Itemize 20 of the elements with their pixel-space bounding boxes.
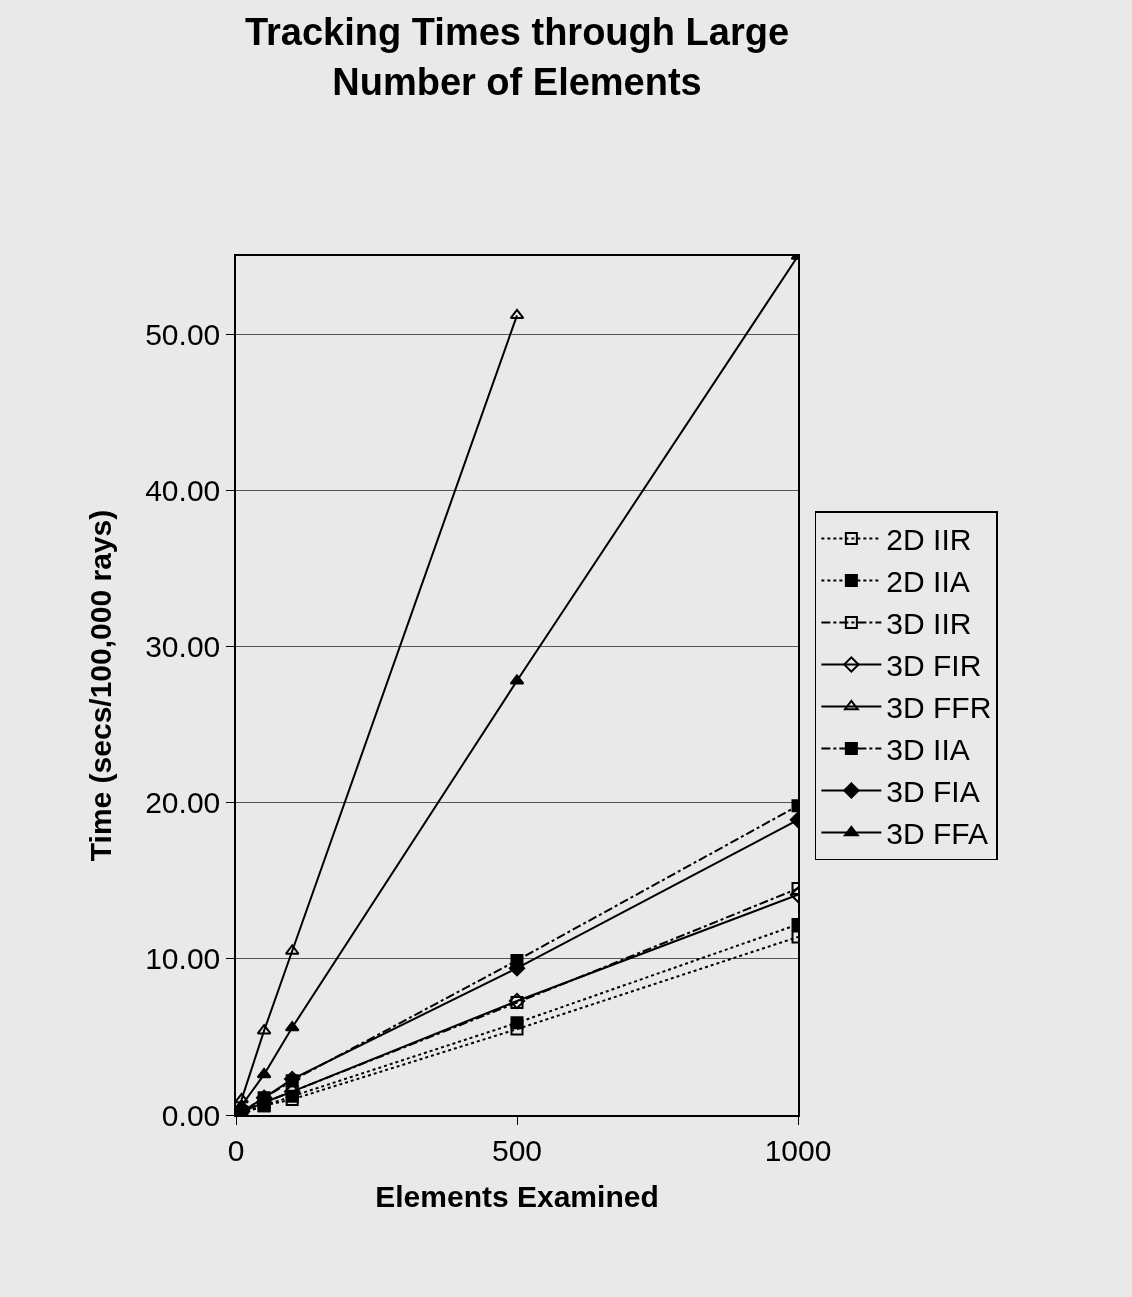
y-tick-label: 50.00 <box>145 317 221 351</box>
y-tick-label: 40.00 <box>145 473 221 507</box>
legend-label: 3D FIA <box>886 775 980 809</box>
legend-label: 3D FFR <box>886 691 992 725</box>
x-tick-label: 0 <box>227 1133 245 1167</box>
legend-label: 3D FIR <box>886 649 982 683</box>
y-tick-label: 0.00 <box>161 1098 221 1132</box>
legend-label: 3D IIR <box>886 607 972 641</box>
y-axis-title: Time (secs/100,000 rays) <box>83 509 117 862</box>
y-tick-label: 10.00 <box>145 942 221 976</box>
y-tick-label: 20.00 <box>145 786 221 820</box>
legend-label: 2D IIR <box>886 523 972 557</box>
legend-label: 2D IIA <box>886 565 970 599</box>
chart-title: Tracking Times through Large Number of Elements <box>244 11 790 103</box>
x-tick-label: 1000 <box>764 1133 832 1167</box>
x-axis-title: Elements Examined <box>375 1179 659 1213</box>
y-tick-label: 30.00 <box>145 629 221 663</box>
legend-label: 3D FFA <box>886 817 989 851</box>
legend-label: 3D IIA <box>886 733 970 767</box>
x-tick-label: 500 <box>491 1133 543 1167</box>
